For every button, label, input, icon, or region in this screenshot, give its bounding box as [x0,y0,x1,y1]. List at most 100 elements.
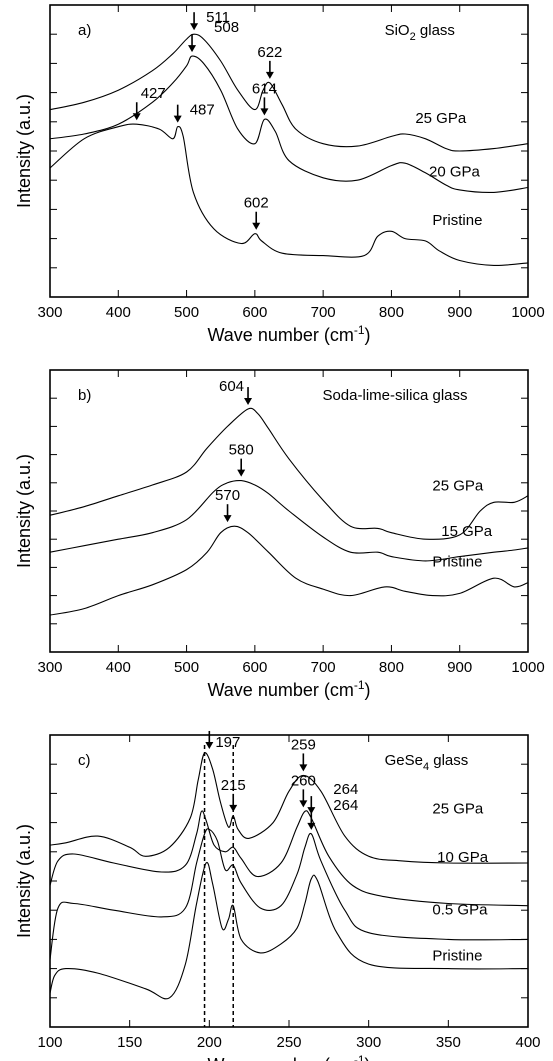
chart-title: Soda-lime-silica glass [322,387,467,404]
series-line-0-5-gpa [49,828,529,960]
chart-title-rest: glass [429,752,468,769]
x-tick-label: 800 [379,304,404,321]
series-label: 15 GPa [441,523,493,540]
series-line-25-gpa [49,407,529,540]
peak-arrow-head [244,398,253,406]
panel-label: c) [78,752,91,769]
chart-title-main: GeSe [385,752,423,769]
x-tick-label: 500 [174,659,199,676]
x-tick-label: 700 [311,304,336,321]
plot-frame [49,734,529,1028]
peak-arrow-head [237,469,246,477]
peak-arrow-head [260,108,269,116]
x-tick-label: 300 [356,1034,381,1051]
series-label: Pristine [432,948,482,965]
peak-label: 259 [291,736,316,753]
peak-label: 511 [206,9,230,26]
series-line-25-gpa [49,33,529,152]
x-tick-label: 1000 [511,659,544,676]
series-label: 25 GPa [432,477,484,494]
series-label: 0.5 GPa [432,902,488,919]
series-label: 10 GPa [437,849,489,866]
x-axis-label: Wave number (cm-1) [207,678,370,700]
x-tick-label: 1000 [511,304,544,321]
peak-label: 264 [333,797,358,814]
peak-label: 427 [141,85,166,102]
peak-arrow-head [205,741,214,749]
peak-arrow-head [173,115,182,123]
peak-label: 570 [215,487,240,504]
series-label: 20 GPa [429,164,481,181]
x-tick-label: 300 [37,659,62,676]
x-axis-label-main: Wave number (cm [207,1055,353,1061]
panel-2: 300 400 500 600 700 800 900 1000 Wave number (cm… [14,369,545,700]
peak-arrow-head [132,113,141,121]
peak-label: 602 [244,195,269,212]
series-label: 25 GPa [432,801,484,818]
panel-label: a) [78,22,91,39]
peak-arrow-head [265,71,274,79]
x-axis-label: Wave number (cm-1) [207,323,370,345]
peak-label: 487 [190,102,215,119]
x-tick-label: 400 [515,1034,540,1051]
peak-label: 508 [214,19,239,36]
x-tick-label: 700 [311,659,336,676]
series-line-20-gpa [49,55,529,194]
x-axis-label-main: Wave number (cm [207,325,353,345]
x-tick-label: 600 [242,659,267,676]
x-tick-label: 900 [447,304,472,321]
peak-label: 197 [215,734,240,751]
peak-label: 604 [219,378,244,395]
y-axis-label: Intensity (a.u.) [14,454,34,568]
chart-title: SiO2 glass [385,22,455,43]
peak-label: 622 [257,44,282,61]
peak-arrow-head [299,764,308,772]
peak-label: 580 [229,442,254,459]
peak-arrow-head [307,807,316,815]
x-axis-label: Wave number (cm-1) [207,1053,370,1061]
x-tick-label: 800 [379,659,404,676]
x-axis-label-main: Wave number (cm [207,680,353,700]
series-line-25-gpa [49,752,529,864]
y-axis-label: Intensity (a.u.) [14,824,34,938]
x-tick-label: 300 [37,304,62,321]
peak-arrow-head [190,23,199,31]
chart-title: GeSe4 glass [385,752,469,773]
chart-title-main: SiO [385,22,410,39]
series-line-pristine [49,123,529,266]
chart-title-sub: 4 [423,761,429,773]
panel-3: 100 150 200 250 300 350 400 Wave number (cm-1) I… [14,730,541,1061]
peak-label: 614 [252,80,277,97]
series-line-10-gpa [49,810,529,907]
x-axis-label-end: ) [365,680,371,700]
series-label: Pristine [432,553,482,570]
y-axis-label: Intensity (a.u.) [14,94,34,208]
x-tick-label: 350 [436,1034,461,1051]
x-tick-label: 200 [197,1034,222,1051]
x-tick-label: 250 [276,1034,301,1051]
peak-label: 215 [221,777,246,794]
chart-title-main: Soda-lime-silica glass [322,387,467,404]
x-axis-label-sup: -1 [354,1053,365,1061]
series-line-pristine [49,525,529,616]
x-tick-label: 150 [117,1034,142,1051]
peak-arrow-head [307,822,316,830]
x-axis-label-end: ) [365,325,371,345]
series-label: 25 GPa [415,110,467,127]
x-axis-label-sup: -1 [354,323,365,337]
series-line-pristine [49,861,529,1000]
x-axis-label-end: ) [365,1055,371,1061]
x-tick-label: 600 [242,304,267,321]
chart-title-rest: glass [416,22,455,39]
x-tick-label: 100 [37,1034,62,1051]
peak-label: 260 [291,772,316,789]
peak-arrow-head [188,45,197,53]
panel-label: b) [78,387,91,404]
peak-label: 264 [333,781,358,798]
peak-arrow-head [299,800,308,808]
x-tick-label: 900 [447,659,472,676]
chart-title-sub: 2 [410,31,416,43]
series-line-15-gpa [49,479,529,562]
x-tick-label: 500 [174,304,199,321]
